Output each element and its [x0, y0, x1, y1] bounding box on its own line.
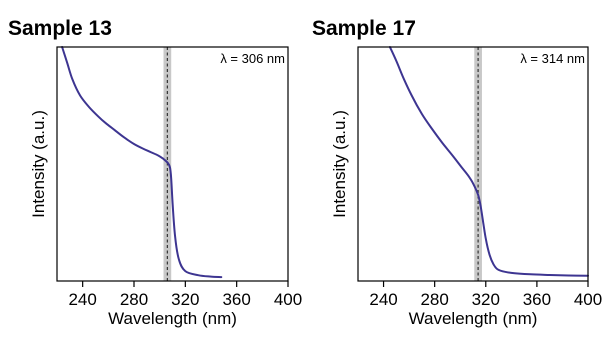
series-line [388, 46, 589, 277]
x-axis-label: Wavelength (nm) [409, 309, 538, 328]
wavelength-annotation: λ = 306 nm [220, 51, 285, 66]
x-tick-label: 280 [120, 290, 148, 309]
chart-title: Sample 17 [312, 17, 416, 40]
x-tick-label: 360 [523, 290, 551, 309]
x-axis-ticks: 240 280 320 360 400 [68, 281, 302, 309]
x-tick-label: 280 [420, 290, 448, 309]
series-line [61, 46, 223, 279]
chart-sample-13: Sample 13 λ = 306 nm 240 280 320 360 400 Wav… [8, 17, 302, 328]
chart-title: Sample 13 [8, 17, 112, 40]
x-tick-label: 320 [171, 290, 199, 309]
x-axis-label: Wavelength (nm) [108, 309, 237, 328]
x-tick-label: 320 [472, 290, 500, 309]
wavelength-annotation: λ = 314 nm [520, 51, 585, 66]
y-axis-label: Intensity (a.u.) [29, 110, 48, 218]
x-tick-label: 400 [274, 290, 302, 309]
x-tick-label: 240 [68, 290, 96, 309]
chart-sample-17: Sample 17 λ = 314 nm 240 280 320 360 400 Wav… [312, 17, 602, 328]
y-axis-label: Intensity (a.u.) [330, 110, 349, 218]
plot-frame [56, 46, 289, 282]
x-tick-label: 360 [222, 290, 250, 309]
x-tick-label: 400 [574, 290, 602, 309]
x-tick-label: 240 [369, 290, 397, 309]
plot-frame [357, 46, 589, 282]
x-axis-ticks: 240 280 320 360 400 [369, 281, 602, 309]
